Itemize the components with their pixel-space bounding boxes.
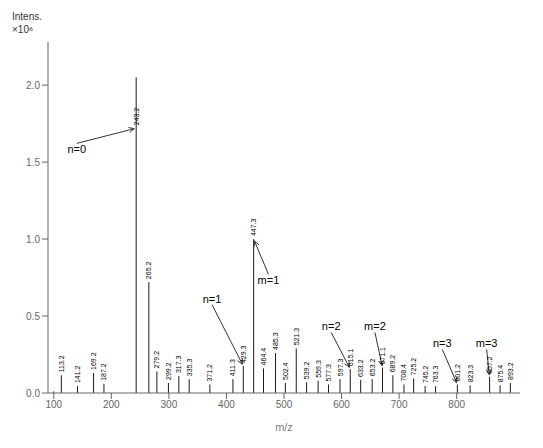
svg-text:265.2: 265.2 <box>145 262 152 280</box>
svg-text:725.2: 725.2 <box>410 358 417 376</box>
svg-text:500: 500 <box>276 399 293 410</box>
svg-text:243.2: 243.2 <box>133 108 140 126</box>
svg-text:400: 400 <box>218 399 235 410</box>
svg-text:0.0: 0.0 <box>26 388 40 399</box>
svg-text:689.2: 689.2 <box>389 355 396 373</box>
svg-text:633.2: 633.2 <box>357 359 364 377</box>
svg-text:m/z: m/z <box>275 421 293 433</box>
svg-text:429.3: 429.3 <box>240 345 247 363</box>
svg-text:521.3: 521.3 <box>293 328 300 346</box>
svg-text:141.2: 141.2 <box>74 365 81 383</box>
svg-text:464.4: 464.4 <box>260 348 267 366</box>
svg-text:800: 800 <box>448 399 465 410</box>
svg-text:708.4: 708.4 <box>400 364 407 382</box>
svg-text:875.4: 875.4 <box>497 365 504 383</box>
svg-text:m=1: m=1 <box>258 274 280 286</box>
svg-text:600: 600 <box>333 399 350 410</box>
svg-text:n=2: n=2 <box>322 320 341 332</box>
svg-text:671.1: 671.1 <box>379 347 386 365</box>
svg-text:1.5: 1.5 <box>26 157 40 168</box>
svg-text:n=3: n=3 <box>433 337 452 349</box>
svg-text:745.2: 745.2 <box>422 365 429 383</box>
svg-text:200: 200 <box>103 399 120 410</box>
svg-text:577.3: 577.3 <box>325 364 332 382</box>
svg-text:2.0: 2.0 <box>26 80 40 91</box>
svg-text:615.1: 615.1 <box>347 349 354 367</box>
svg-text:539.2: 539.2 <box>303 362 310 380</box>
svg-text:279.2: 279.2 <box>153 351 160 369</box>
svg-text:113.2: 113.2 <box>58 355 65 372</box>
svg-text:n=0: n=0 <box>67 143 86 155</box>
svg-text:m=2: m=2 <box>364 320 386 332</box>
svg-text:100: 100 <box>45 399 62 410</box>
svg-text:893.2: 893.2 <box>507 362 514 380</box>
svg-text:700: 700 <box>391 399 408 410</box>
svg-text:411.3: 411.3 <box>229 359 236 376</box>
svg-text:823.3: 823.3 <box>467 365 474 383</box>
svg-text:317.3: 317.3 <box>175 355 182 373</box>
html-text:×10⁶: ×10⁶ <box>12 24 34 35</box>
svg-text:0.5: 0.5 <box>26 311 40 322</box>
svg-text:597.3: 597.3 <box>337 359 344 377</box>
svg-text:371.2: 371.2 <box>206 364 213 382</box>
svg-text:653.2: 653.2 <box>369 359 376 377</box>
svg-text:559.3: 559.3 <box>315 360 322 378</box>
html-text:Intens.: Intens. <box>12 11 42 22</box>
svg-text:485.3: 485.3 <box>272 332 279 350</box>
svg-text:502.4: 502.4 <box>282 362 289 380</box>
svg-text:801.2: 801.2 <box>454 364 461 382</box>
svg-text:169.2: 169.2 <box>90 352 97 370</box>
svg-text:763.3: 763.3 <box>432 365 439 383</box>
svg-text:299.2: 299.2 <box>165 362 172 380</box>
svg-text:447.3: 447.3 <box>250 218 257 236</box>
svg-text:300: 300 <box>161 399 178 410</box>
svg-text:335.3: 335.3 <box>186 359 193 377</box>
svg-text:m=3: m=3 <box>476 337 498 349</box>
svg-text:187.2: 187.2 <box>100 363 107 381</box>
svg-text:n=1: n=1 <box>203 293 222 305</box>
svg-text:857.2: 857.2 <box>486 356 493 374</box>
svg-text:1.0: 1.0 <box>26 234 40 245</box>
